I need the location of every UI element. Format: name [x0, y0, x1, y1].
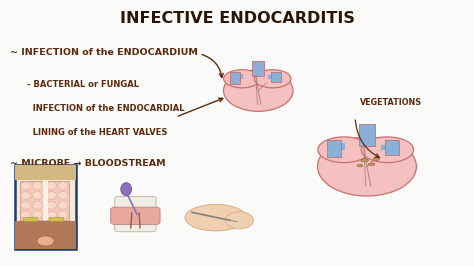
Ellipse shape [224, 70, 261, 88]
Ellipse shape [46, 201, 56, 209]
FancyBboxPatch shape [328, 140, 341, 157]
Bar [15, 221, 76, 250]
FancyBboxPatch shape [230, 72, 240, 84]
FancyArrowPatch shape [202, 55, 223, 77]
FancyBboxPatch shape [230, 74, 243, 79]
Bar [43, 181, 48, 220]
FancyBboxPatch shape [359, 124, 375, 146]
Ellipse shape [373, 158, 380, 160]
Ellipse shape [58, 192, 68, 199]
Ellipse shape [32, 192, 42, 199]
FancyBboxPatch shape [271, 72, 281, 82]
Ellipse shape [37, 236, 54, 246]
Bar [23, 217, 37, 222]
Ellipse shape [46, 192, 56, 199]
Ellipse shape [58, 211, 68, 219]
Ellipse shape [46, 182, 56, 190]
Ellipse shape [223, 70, 293, 111]
FancyArrowPatch shape [356, 120, 379, 157]
Ellipse shape [32, 201, 42, 209]
Ellipse shape [58, 201, 68, 209]
Ellipse shape [225, 212, 254, 229]
Ellipse shape [21, 192, 31, 199]
Ellipse shape [58, 182, 68, 190]
Text: ~ MICROBE → BLOODSTREAM: ~ MICROBE → BLOODSTREAM [10, 159, 166, 168]
Ellipse shape [361, 159, 368, 162]
FancyBboxPatch shape [381, 145, 399, 150]
Bar [46, 181, 69, 220]
Ellipse shape [254, 70, 291, 88]
FancyBboxPatch shape [253, 61, 264, 76]
FancyBboxPatch shape [111, 207, 160, 225]
Ellipse shape [318, 137, 370, 163]
Ellipse shape [121, 183, 132, 196]
Text: - BACTERIAL or FUNGAL: - BACTERIAL or FUNGAL [27, 80, 139, 89]
Ellipse shape [318, 137, 417, 196]
Text: VEGETATIONS: VEGETATIONS [360, 98, 422, 107]
Ellipse shape [21, 201, 31, 209]
FancyBboxPatch shape [328, 143, 345, 150]
FancyArrowPatch shape [178, 98, 223, 116]
Bar [20, 181, 43, 220]
Ellipse shape [185, 205, 246, 231]
Bar [49, 217, 63, 222]
Ellipse shape [369, 163, 375, 165]
Text: INFECTION of the ENDOCARDIAL: INFECTION of the ENDOCARDIAL [27, 104, 184, 113]
FancyBboxPatch shape [268, 75, 281, 79]
Text: INFECTIVE ENDOCARDITIS: INFECTIVE ENDOCARDITIS [119, 11, 355, 26]
Bar [15, 165, 76, 250]
Ellipse shape [32, 211, 42, 219]
Ellipse shape [32, 182, 42, 190]
FancyBboxPatch shape [115, 197, 156, 232]
Ellipse shape [21, 182, 31, 190]
Text: ~ INFECTION of the ENDOCARDIUM: ~ INFECTION of the ENDOCARDIUM [10, 48, 198, 57]
Ellipse shape [46, 211, 56, 219]
Ellipse shape [361, 137, 413, 163]
Text: LINING of the HEART VALVES: LINING of the HEART VALVES [27, 128, 167, 137]
Ellipse shape [21, 211, 31, 219]
FancyBboxPatch shape [385, 140, 399, 155]
Ellipse shape [357, 164, 363, 167]
Bar [15, 165, 76, 180]
